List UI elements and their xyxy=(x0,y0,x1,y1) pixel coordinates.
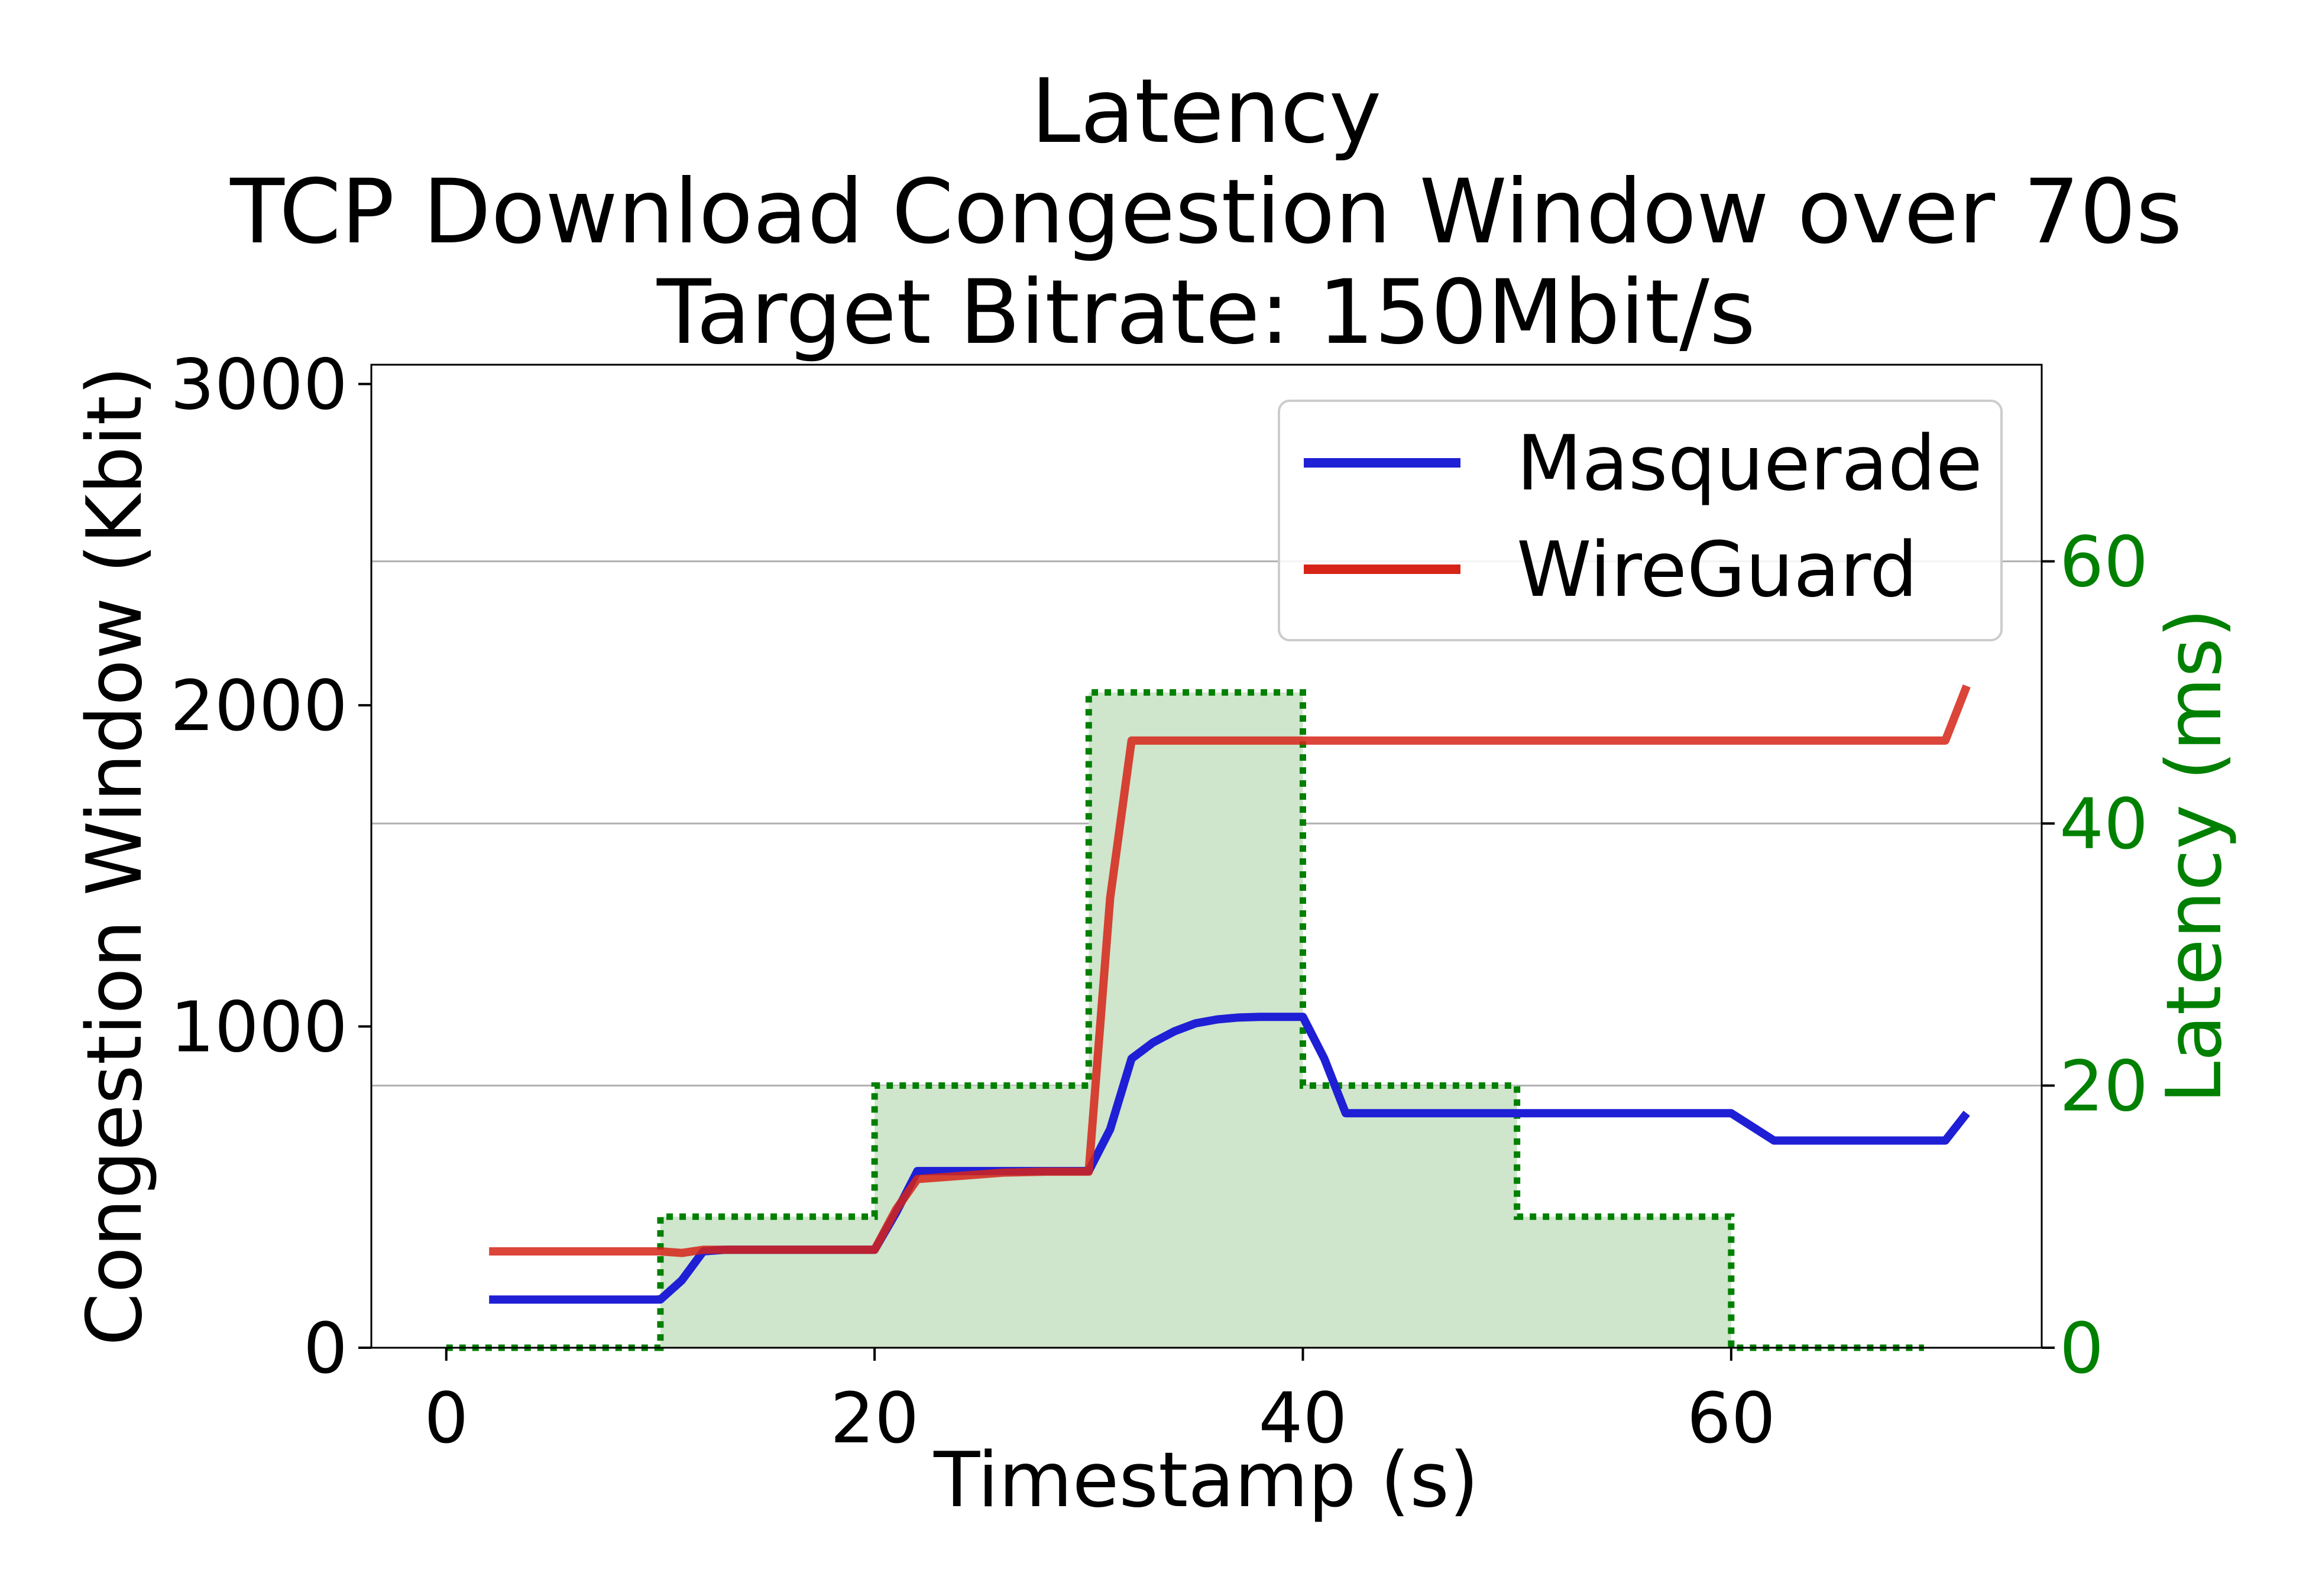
right-axis-label: Latency (ms) xyxy=(2150,608,2239,1104)
latency-series xyxy=(446,689,1924,1351)
y-axis-ticks: 0 1000 2000 3000 xyxy=(170,344,371,1389)
title-line-1: Latency xyxy=(1031,60,1382,163)
plot-frame xyxy=(370,364,2043,1349)
legend-label-masquerade: Masquerade xyxy=(1517,420,1983,508)
legend-label-wireguard: WireGuard xyxy=(1517,526,1918,614)
title-line-2: TCP Download Congestion Window over 70s xyxy=(229,161,2182,264)
x-tick-label-20: 20 xyxy=(830,1377,919,1459)
y-tick-label-2000: 2000 xyxy=(170,665,348,747)
latency-fill xyxy=(446,692,1924,1348)
title-line-3: Target Bitrate: 150Mbit/s xyxy=(656,261,1756,364)
y-axis-label: Congestion Window (Kbit) xyxy=(71,366,159,1346)
x-tick-label-40: 40 xyxy=(1258,1377,1347,1459)
right-axis-ticks: 0 20 40 60 xyxy=(2042,521,2148,1389)
y-tick-label-0: 0 xyxy=(303,1308,348,1389)
y-tick-label-3000: 3000 xyxy=(170,344,348,426)
right-tick-label-0: 0 xyxy=(2059,1308,2104,1389)
legend: Masquerade WireGuard xyxy=(1278,400,2003,641)
latency-step-line xyxy=(446,689,1924,1351)
right-tick-label-40: 40 xyxy=(2059,783,2148,865)
x-tick-label-0: 0 xyxy=(424,1377,468,1459)
line-series xyxy=(489,684,1971,1304)
chart-title: Latency TCP Download Congestion Window o… xyxy=(229,60,2182,364)
right-tick-label-60: 60 xyxy=(2059,521,2148,603)
x-tick-label-60: 60 xyxy=(1687,1377,1776,1459)
y-tick-label-1000: 1000 xyxy=(170,987,348,1068)
right-tick-label-20: 20 xyxy=(2059,1046,2148,1127)
x-axis-label: Timestamp (s) xyxy=(933,1436,1479,1524)
x-axis-ticks: 0 20 40 60 xyxy=(424,1348,1776,1459)
series-line-wireguard xyxy=(489,684,1971,1257)
